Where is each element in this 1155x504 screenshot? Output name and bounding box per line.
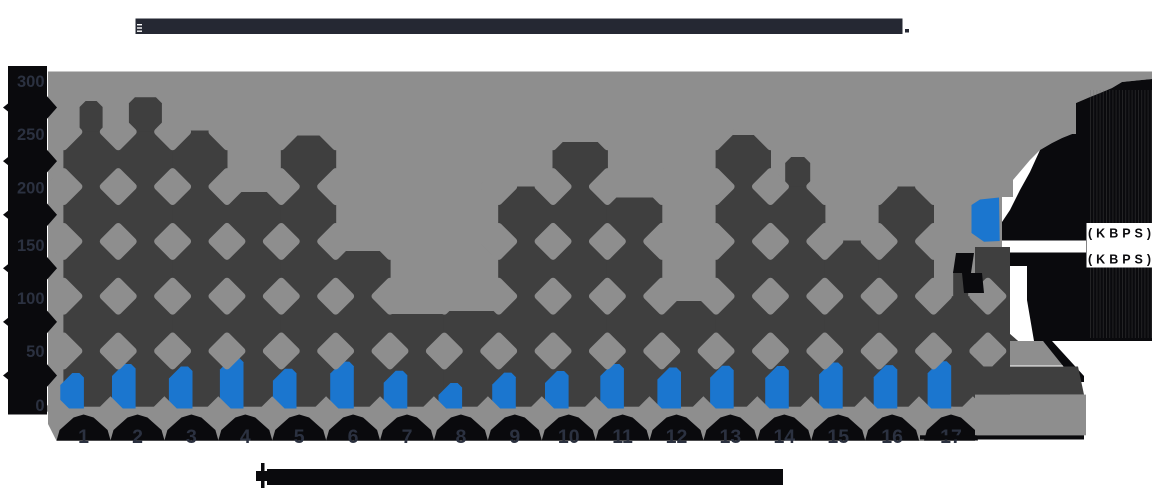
svg-text:50: 50 [26, 343, 44, 361]
svg-text:4: 4 [240, 426, 251, 448]
svg-text:13: 13 [720, 426, 742, 448]
svg-text:12: 12 [666, 426, 688, 448]
svg-text:8: 8 [455, 426, 466, 448]
svg-text:(KBPS): (KBPS) [1088, 227, 1155, 241]
svg-text:100: 100 [17, 290, 45, 308]
svg-text:200: 200 [17, 180, 45, 198]
svg-text:150: 150 [17, 237, 45, 255]
svg-text:16: 16 [881, 426, 903, 448]
svg-text:(KBPS): (KBPS) [1088, 253, 1155, 267]
svg-text:15: 15 [827, 426, 849, 448]
svg-text:2: 2 [132, 426, 143, 448]
svg-text:250: 250 [17, 126, 45, 144]
svg-text:14: 14 [773, 426, 795, 448]
svg-text:1: 1 [78, 426, 89, 448]
svg-text:0: 0 [35, 397, 44, 415]
svg-text:7: 7 [402, 426, 413, 448]
svg-text:5: 5 [294, 426, 305, 448]
svg-text:300: 300 [17, 73, 45, 91]
svg-text:10: 10 [558, 426, 580, 448]
svg-text:6: 6 [348, 426, 359, 448]
svg-text:3: 3 [186, 426, 197, 448]
svg-text:9: 9 [509, 426, 520, 448]
svg-text:11: 11 [612, 426, 633, 448]
